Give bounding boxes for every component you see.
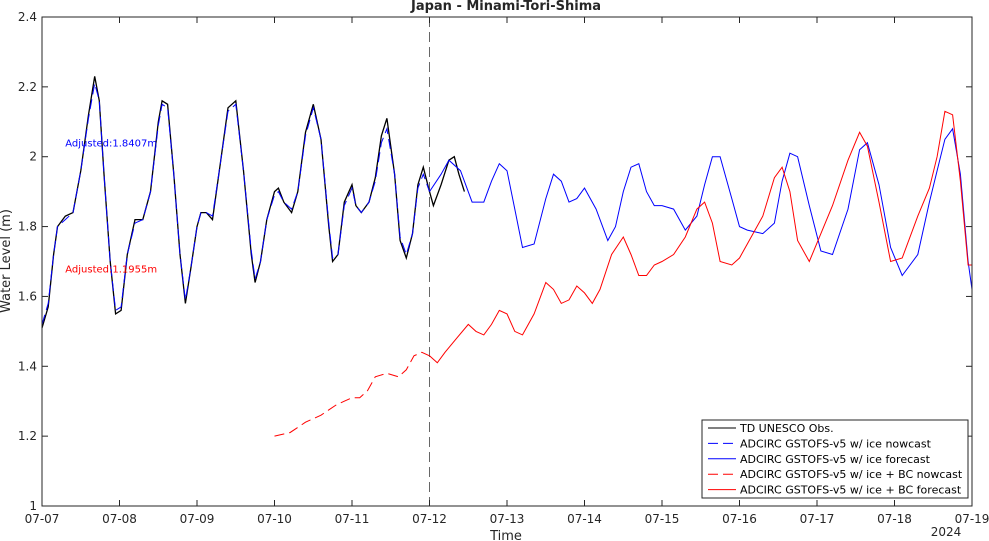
x-tick-label: 07-08 (102, 512, 137, 526)
y-tick-label: 2.4 (18, 10, 37, 24)
series-line-1 (41, 83, 430, 325)
legend-label: ADCIRC GSTOFS-v5 w/ ice + BC forecast (740, 484, 962, 497)
legend-label: ADCIRC GSTOFS-v5 w/ ice nowcast (740, 437, 932, 450)
adjusted-annotation: Adjusted:1.1955m (65, 264, 157, 275)
y-tick-label: 2.2 (18, 80, 37, 94)
y-tick-label: 1.6 (18, 289, 37, 303)
x-tick-label: 07-16 (722, 512, 757, 526)
legend-label: ADCIRC GSTOFS-v5 w/ ice + BC nowcast (740, 468, 963, 481)
series-line-4 (429, 110, 972, 364)
chart-title: Japan - Minami-Tori-Shima (410, 0, 601, 14)
x-tick-label: 07-13 (490, 512, 525, 526)
x-tick-label: 07-17 (800, 512, 835, 526)
y-tick-label: 1.2 (18, 429, 37, 443)
x-tick-label: 07-14 (567, 512, 602, 526)
legend-label: TD UNESCO Obs. (739, 422, 834, 435)
y-tick-label: 1.8 (18, 220, 37, 234)
y-tick-label: 2 (29, 150, 37, 164)
x-tick-label: 07-11 (335, 512, 370, 526)
x-tick-label: 07-10 (257, 512, 292, 526)
legend: TD UNESCO Obs. ADCIRC GSTOFS-v5 w/ ice no… (701, 419, 969, 499)
x-tick-label: 07-19 (955, 512, 989, 526)
x-tick-label: 07-07 (25, 512, 60, 526)
y-axis-label: Water Level (m) (0, 209, 14, 313)
x-axis-label: Time (489, 529, 522, 541)
x-tick-label: 07-15 (645, 512, 680, 526)
x-tick-label: 07-09 (180, 512, 215, 526)
y-tick-label: 1 (29, 499, 37, 513)
y-tick-label: 1.4 (18, 359, 37, 373)
adjusted-annotation: Adjusted:1.8407m (65, 139, 157, 150)
x-tick-label: 07-18 (877, 512, 912, 526)
x-tick-label: 07-12 (412, 512, 447, 526)
legend-box (701, 419, 969, 499)
legend-label: ADCIRC GSTOFS-v5 w/ ice forecast (740, 453, 931, 466)
year-label: 2024 (931, 525, 962, 539)
